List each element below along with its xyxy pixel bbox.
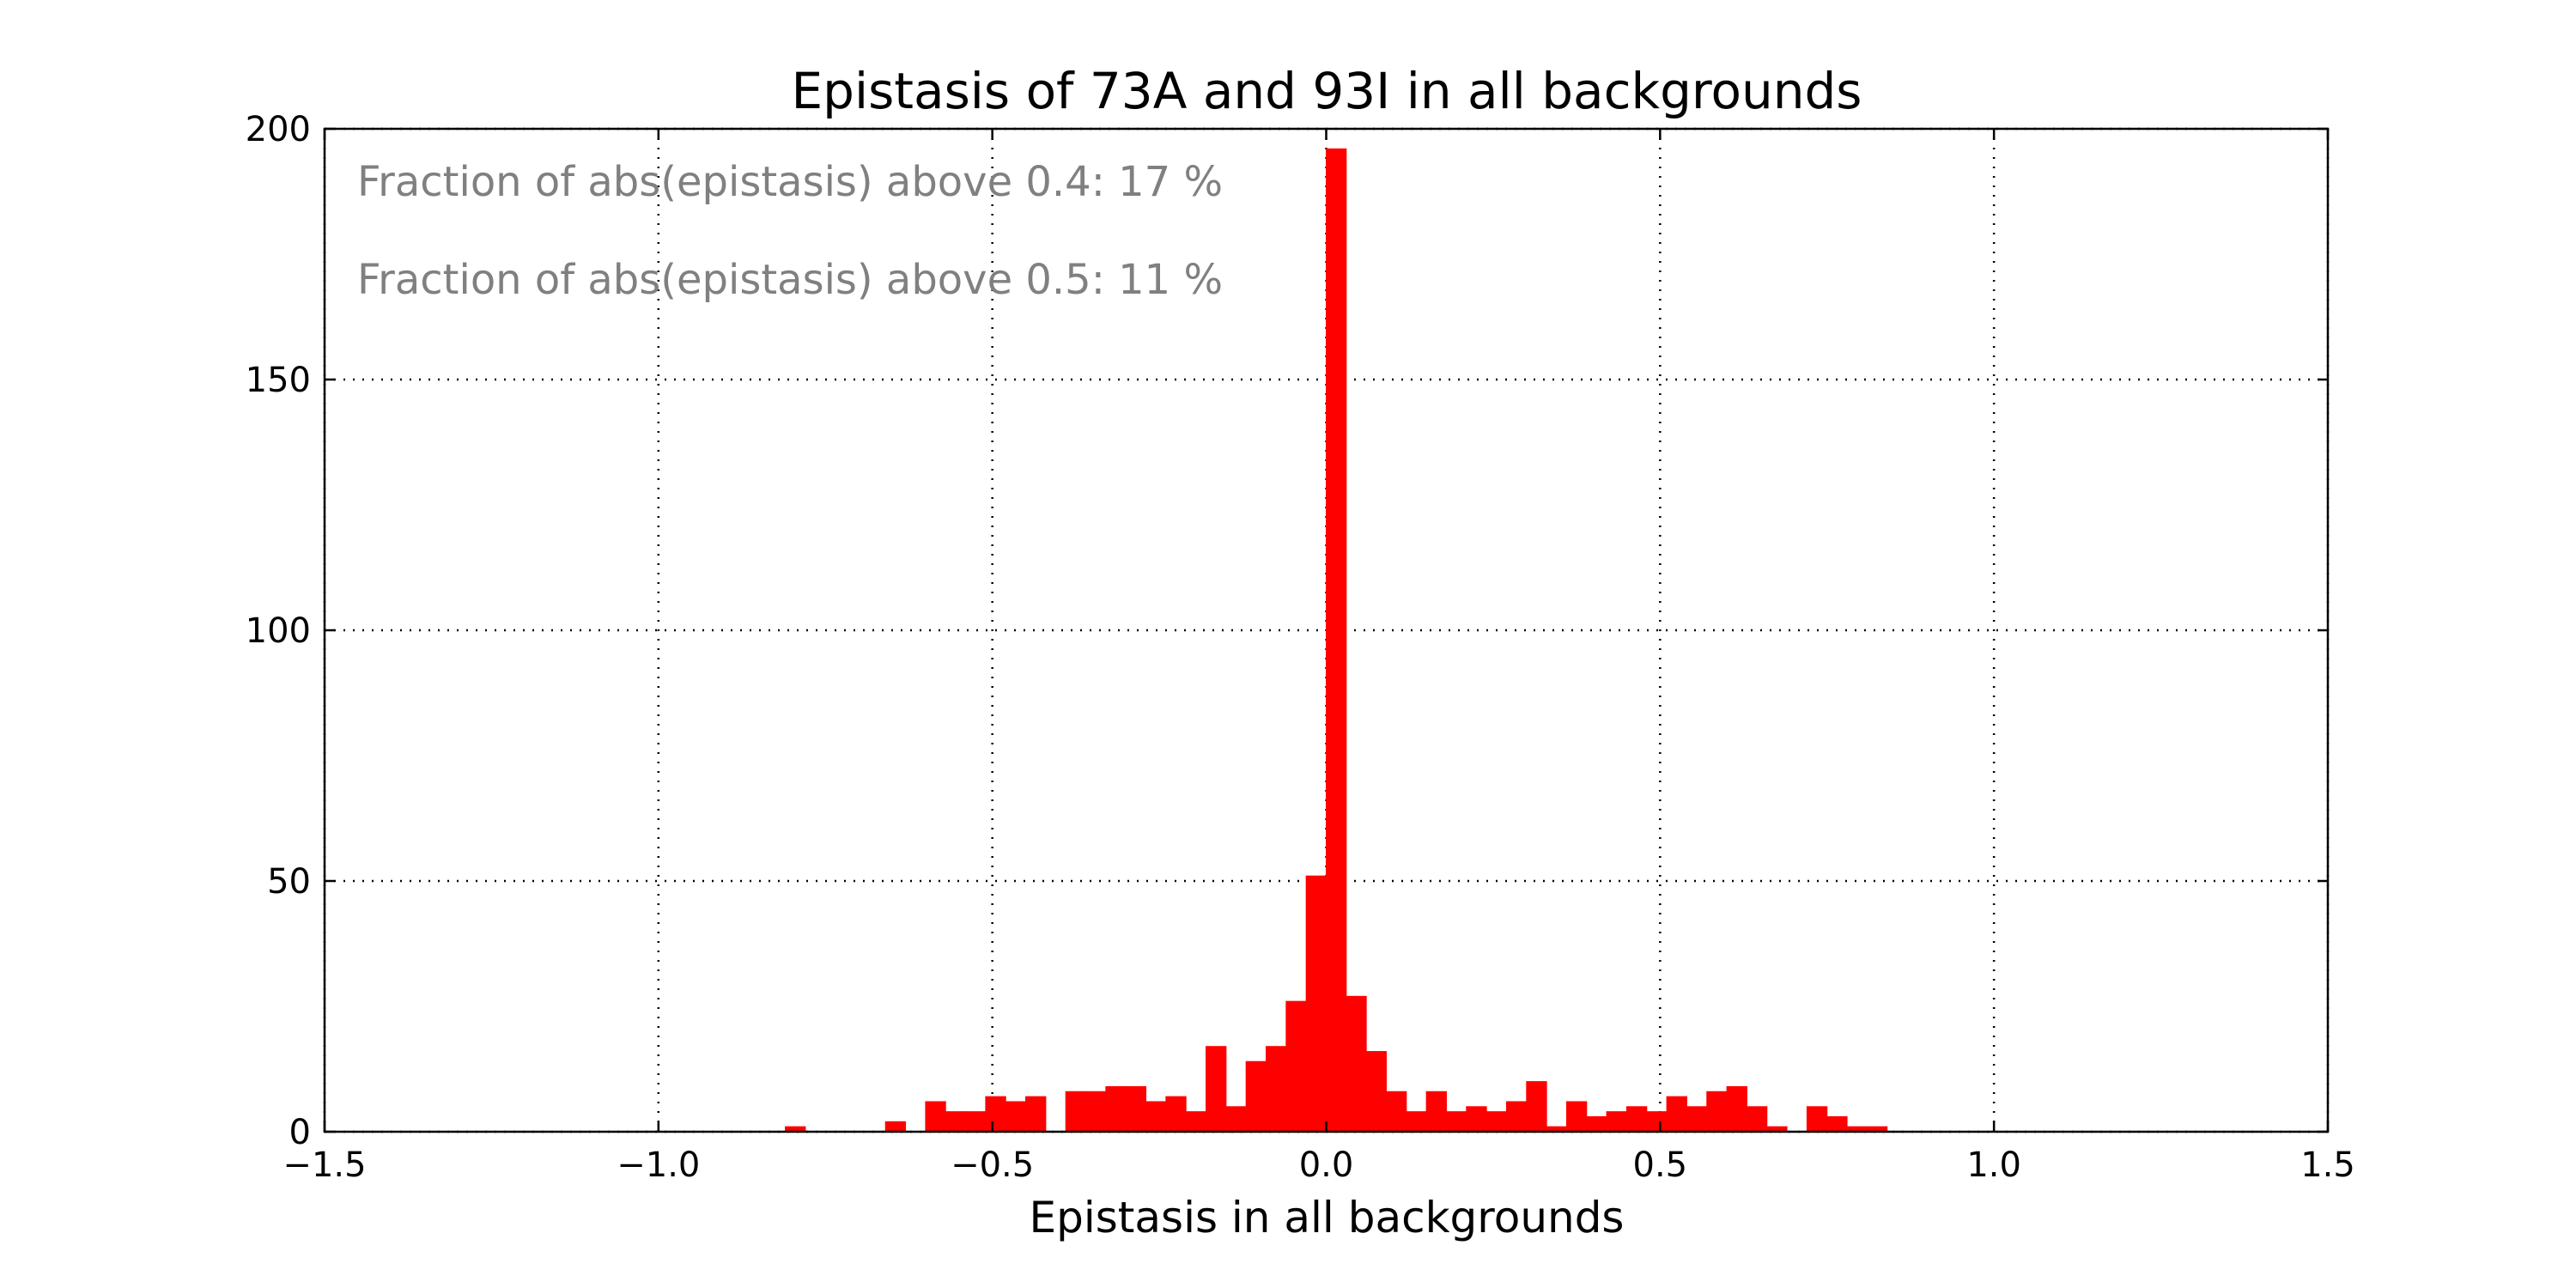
histogram-bar bbox=[1005, 1101, 1027, 1133]
x-axis-label: Epistasis in all backgrounds bbox=[1030, 1193, 1625, 1242]
histogram-bar bbox=[1185, 1111, 1207, 1133]
histogram-bar bbox=[1466, 1106, 1487, 1133]
y-tick-label: 200 bbox=[246, 110, 311, 149]
histogram-bar bbox=[1625, 1106, 1648, 1133]
histogram-bar bbox=[1686, 1106, 1708, 1133]
histogram-bar bbox=[1346, 995, 1367, 1133]
histogram-bar bbox=[1105, 1085, 1127, 1133]
x-axis-ticks: −1.5 −1.0 −0.5 0.0 0.5 1.0 1.5 bbox=[283, 129, 2355, 1185]
chart-title: Epistasis of 73A and 93I in all backgrou… bbox=[792, 62, 1862, 120]
histogram-bar bbox=[1385, 1091, 1407, 1133]
histogram-bars bbox=[785, 148, 1888, 1133]
histogram-bar bbox=[1225, 1106, 1247, 1133]
histogram-bar bbox=[1165, 1096, 1187, 1133]
histogram-bar bbox=[985, 1096, 1006, 1133]
histogram-bar bbox=[1646, 1111, 1668, 1133]
histogram-bar bbox=[1706, 1091, 1728, 1133]
histogram-bar bbox=[1025, 1096, 1047, 1133]
histogram-bar bbox=[1485, 1111, 1507, 1133]
histogram-bar bbox=[1526, 1081, 1547, 1133]
histogram-bar bbox=[1666, 1096, 1687, 1133]
histogram-bar bbox=[1266, 1046, 1287, 1133]
histogram-bar bbox=[1826, 1115, 1848, 1133]
y-tick-label: 100 bbox=[246, 611, 311, 651]
histogram-bar bbox=[1285, 1000, 1307, 1133]
x-tick-label: 1.5 bbox=[2300, 1145, 2355, 1185]
histogram-bar bbox=[1505, 1101, 1528, 1133]
histogram-bar bbox=[884, 1121, 907, 1133]
annotation-text: Fraction of abs(epistasis) above 0.5: 11… bbox=[357, 256, 1223, 304]
histogram-bar bbox=[1586, 1115, 1607, 1133]
x-tick-label: −0.5 bbox=[951, 1145, 1034, 1185]
annotation-text: Fraction of abs(epistasis) above 0.4: 17… bbox=[357, 158, 1223, 206]
x-tick-label: 0.0 bbox=[1299, 1145, 1354, 1185]
histogram-bar bbox=[1145, 1101, 1167, 1133]
annotations: Fraction of abs(epistasis) above 0.4: 17… bbox=[357, 158, 1223, 304]
histogram-bar bbox=[1326, 148, 1347, 1133]
histogram-bar bbox=[1245, 1060, 1267, 1133]
histogram-bar bbox=[1806, 1106, 1828, 1133]
histogram-bar bbox=[1746, 1106, 1768, 1133]
x-tick-label: −1.0 bbox=[617, 1145, 700, 1185]
histogram-bar bbox=[1445, 1111, 1467, 1133]
histogram-bar bbox=[1726, 1085, 1747, 1133]
histogram-bar bbox=[925, 1101, 946, 1133]
x-tick-label: 1.0 bbox=[1966, 1145, 2021, 1185]
histogram-bar bbox=[1606, 1111, 1627, 1133]
x-tick-label: −1.5 bbox=[283, 1145, 366, 1185]
histogram-bar bbox=[1406, 1111, 1427, 1133]
x-tick-label: 0.5 bbox=[1633, 1145, 1688, 1185]
y-tick-label: 150 bbox=[246, 361, 311, 400]
y-tick-label: 50 bbox=[267, 862, 311, 902]
y-axis-ticks: 0 50 100 150 200 bbox=[246, 110, 2328, 1152]
histogram-bar bbox=[1565, 1101, 1588, 1133]
histogram-bar bbox=[1425, 1091, 1447, 1133]
histogram-bar bbox=[1305, 875, 1327, 1133]
histogram-bar bbox=[965, 1111, 987, 1133]
histogram-bar bbox=[945, 1111, 967, 1133]
histogram-bar bbox=[1365, 1051, 1387, 1133]
histogram-bar bbox=[1065, 1091, 1087, 1133]
y-tick-label: 0 bbox=[289, 1113, 311, 1152]
histogram-bar bbox=[1085, 1091, 1107, 1133]
histogram-bar bbox=[1206, 1046, 1227, 1133]
histogram-bar bbox=[1125, 1085, 1147, 1133]
